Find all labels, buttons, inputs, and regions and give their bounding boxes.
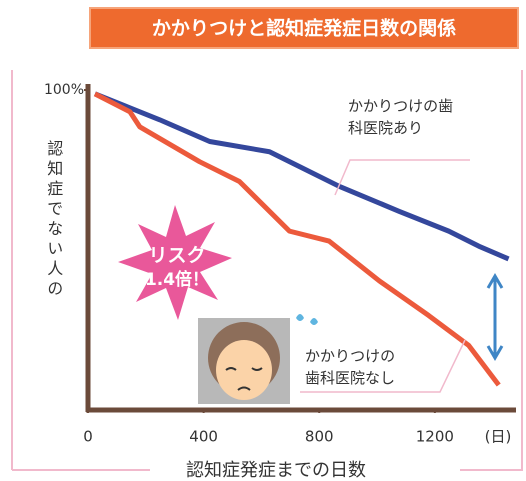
y-tick-label: 100% xyxy=(44,82,84,98)
chart-title: かかりつけと認知症発症日数の関係 xyxy=(152,17,456,40)
y-axis-label: 認知症でない人の xyxy=(42,140,65,300)
x-axis-label: 認知症発症までの日数 xyxy=(186,458,366,481)
x-tick-label: 400 xyxy=(189,428,218,446)
x-tick-label: 0 xyxy=(83,428,93,446)
page: かかりつけと認知症発症日数の関係 リスク 1.4倍！ 100% 0 400 800 12… xyxy=(0,0,526,481)
leader-line xyxy=(335,160,470,195)
x-unit: (日) xyxy=(485,428,512,446)
difference-arrow xyxy=(488,276,502,358)
x-tick-label: 800 xyxy=(305,428,334,446)
annotation: 1.4倍！ xyxy=(145,269,209,290)
annotation: リスク xyxy=(148,245,205,267)
legend-label: かかりつけの歯科医院あり xyxy=(348,96,456,140)
face-illustration xyxy=(198,314,318,404)
chart: かかりつけと認知症発症日数の関係 リスク 1.4倍！ 100% 0 400 800 12… xyxy=(0,0,526,481)
legend-label: かかりつけの歯科医院なし xyxy=(305,346,397,390)
x-tick-label: 1200 xyxy=(416,428,454,446)
